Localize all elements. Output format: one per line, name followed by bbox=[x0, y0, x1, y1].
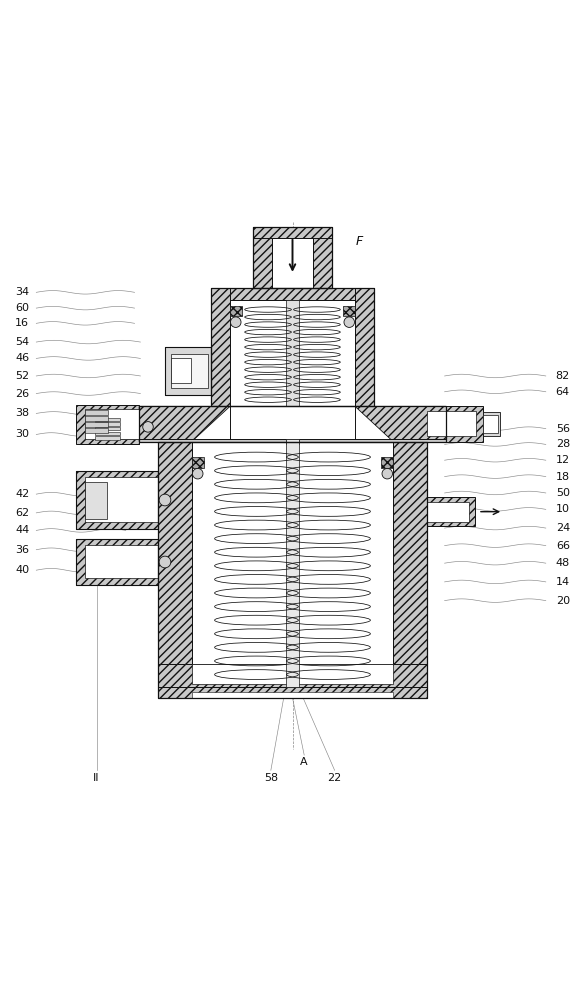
Bar bbox=[483, 412, 500, 436]
Polygon shape bbox=[85, 410, 139, 444]
Polygon shape bbox=[76, 471, 158, 529]
Bar bbox=[95, 422, 120, 426]
Bar bbox=[211, 288, 230, 406]
Circle shape bbox=[230, 317, 241, 327]
Bar bbox=[85, 477, 158, 522]
Text: A: A bbox=[300, 757, 308, 767]
Text: 62: 62 bbox=[15, 508, 29, 518]
Bar bbox=[171, 358, 191, 383]
Polygon shape bbox=[139, 406, 211, 442]
Circle shape bbox=[192, 468, 203, 479]
Circle shape bbox=[143, 422, 153, 432]
Circle shape bbox=[159, 494, 171, 506]
Bar bbox=[95, 418, 120, 421]
Polygon shape bbox=[427, 497, 475, 526]
Polygon shape bbox=[76, 405, 139, 444]
Bar bbox=[393, 442, 427, 664]
Text: 24: 24 bbox=[556, 523, 570, 533]
Bar bbox=[95, 416, 139, 439]
Text: 82: 82 bbox=[556, 371, 570, 381]
Text: 52: 52 bbox=[15, 371, 29, 381]
Bar bbox=[85, 409, 139, 439]
Text: 26: 26 bbox=[15, 389, 29, 399]
Bar bbox=[355, 288, 374, 406]
Bar bbox=[272, 238, 313, 288]
Bar bbox=[85, 482, 107, 519]
Polygon shape bbox=[374, 406, 446, 442]
Text: 48: 48 bbox=[556, 558, 570, 568]
Text: 34: 34 bbox=[15, 287, 29, 297]
Text: 20: 20 bbox=[556, 596, 570, 606]
Bar bbox=[286, 439, 299, 444]
Text: 44: 44 bbox=[15, 525, 29, 535]
Bar bbox=[343, 306, 355, 316]
Text: 28: 28 bbox=[556, 439, 570, 449]
Text: 10: 10 bbox=[556, 504, 570, 514]
Bar bbox=[313, 227, 332, 288]
Polygon shape bbox=[139, 406, 211, 442]
Text: II: II bbox=[93, 773, 100, 783]
Bar bbox=[192, 442, 393, 664]
Bar bbox=[158, 664, 427, 687]
Circle shape bbox=[159, 556, 171, 568]
Bar bbox=[230, 406, 355, 442]
Text: 14: 14 bbox=[556, 577, 570, 587]
Text: 42: 42 bbox=[15, 489, 29, 499]
Bar bbox=[427, 502, 469, 522]
Bar bbox=[95, 427, 120, 430]
Bar bbox=[483, 415, 498, 433]
Text: 58: 58 bbox=[264, 773, 278, 783]
Bar bbox=[253, 227, 332, 238]
Bar bbox=[85, 422, 108, 427]
Bar bbox=[192, 457, 204, 468]
Circle shape bbox=[344, 317, 355, 327]
Bar bbox=[95, 432, 120, 435]
Text: 22: 22 bbox=[328, 773, 342, 783]
Text: 18: 18 bbox=[556, 472, 570, 482]
Text: 30: 30 bbox=[15, 429, 29, 439]
Bar bbox=[381, 457, 393, 468]
Bar bbox=[211, 288, 374, 300]
Text: 50: 50 bbox=[556, 488, 570, 498]
Bar bbox=[230, 306, 242, 316]
Circle shape bbox=[382, 468, 393, 479]
Polygon shape bbox=[76, 539, 158, 585]
Text: 12: 12 bbox=[556, 455, 570, 465]
Bar bbox=[95, 436, 120, 440]
Text: 16: 16 bbox=[15, 318, 29, 328]
Text: 54: 54 bbox=[15, 337, 29, 347]
Bar bbox=[85, 416, 108, 421]
Text: 36: 36 bbox=[15, 545, 29, 555]
Bar bbox=[253, 227, 272, 288]
Text: 56: 56 bbox=[556, 424, 570, 434]
Polygon shape bbox=[427, 406, 483, 442]
Bar bbox=[230, 300, 355, 406]
Text: 64: 64 bbox=[556, 387, 570, 397]
Bar bbox=[85, 410, 108, 415]
Bar bbox=[139, 406, 446, 442]
Polygon shape bbox=[374, 406, 446, 442]
Text: 40: 40 bbox=[15, 565, 29, 575]
Text: F: F bbox=[356, 235, 363, 248]
Text: 66: 66 bbox=[556, 541, 570, 551]
Bar bbox=[286, 300, 299, 406]
Bar bbox=[158, 687, 427, 698]
Bar bbox=[139, 439, 446, 442]
Text: 46: 46 bbox=[15, 353, 29, 363]
Bar bbox=[85, 428, 108, 433]
Text: 60: 60 bbox=[15, 303, 29, 313]
Bar bbox=[165, 347, 211, 395]
Bar bbox=[85, 545, 158, 578]
Bar bbox=[192, 692, 393, 698]
Text: 38: 38 bbox=[15, 408, 29, 418]
Bar bbox=[286, 439, 299, 687]
Bar bbox=[192, 664, 393, 684]
Bar bbox=[427, 411, 476, 436]
Polygon shape bbox=[192, 406, 393, 442]
Bar bbox=[158, 442, 192, 664]
Bar bbox=[171, 354, 208, 388]
